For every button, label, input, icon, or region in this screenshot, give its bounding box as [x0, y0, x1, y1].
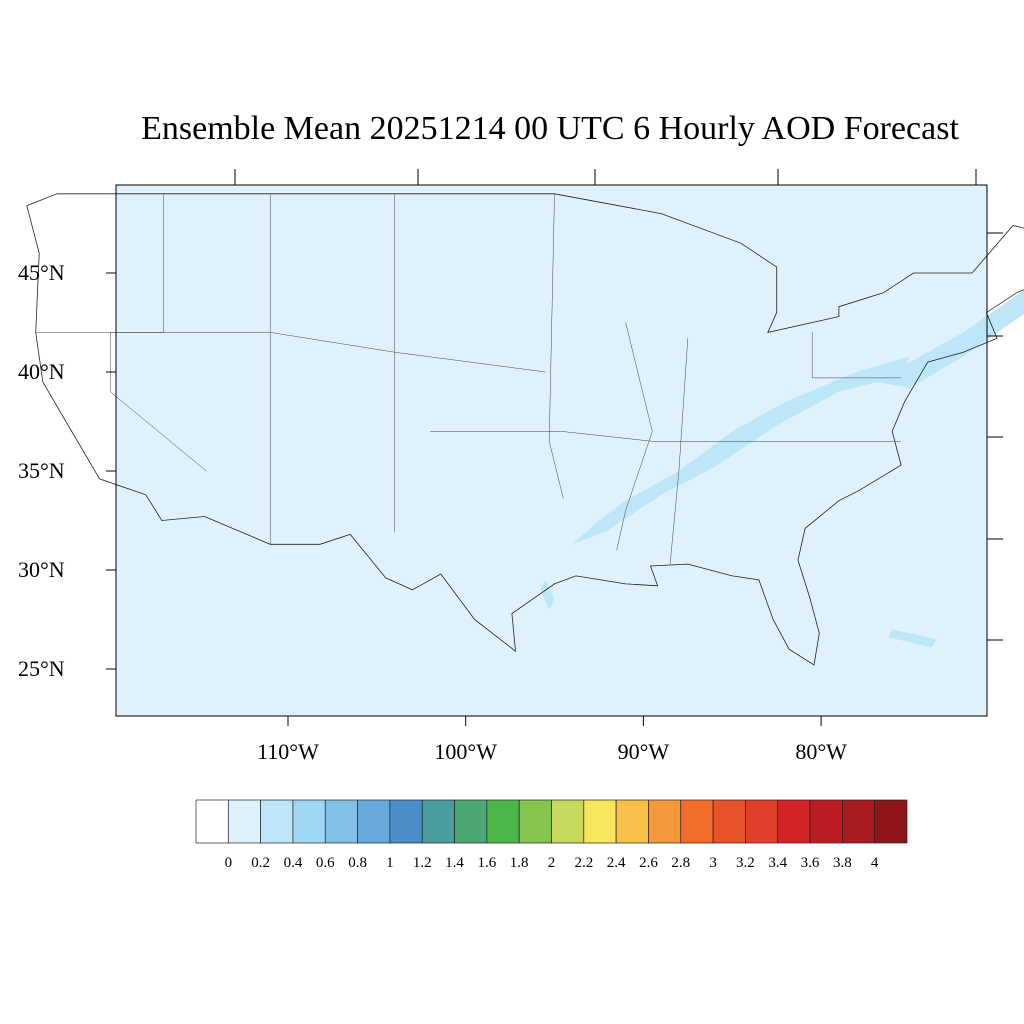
map-title: Ensemble Mean 20251214 00 UTC 6 Hourly A…: [141, 110, 959, 147]
colorbar-label: 4: [870, 855, 879, 871]
colorbar-label: 3.2: [736, 855, 755, 871]
state-border: [35, 332, 546, 373]
colorbar-swatch: [809, 799, 843, 844]
lat-label: 35°N: [18, 458, 65, 483]
aod-plumes: [540, 290, 1024, 648]
coastline: [26, 193, 1024, 666]
colorbar-label: 2: [547, 855, 556, 871]
aod-plume: [540, 579, 555, 610]
colorbar-swatch: [518, 799, 552, 844]
colorbar-label: 1.2: [412, 855, 432, 871]
colorbar-swatch: [842, 799, 876, 844]
lon-label: 110°W: [257, 739, 319, 764]
colorbar-label: 2.2: [574, 855, 594, 871]
axis-ticks: [106, 169, 1003, 726]
colorbar-swatch: [357, 799, 391, 844]
colorbar-label: 0.8: [348, 855, 367, 871]
lon-label: 100°W: [434, 739, 497, 764]
colorbar-swatch: [680, 799, 714, 844]
colorbar-label: 2.4: [606, 855, 626, 871]
colorbar-swatch: [421, 799, 455, 844]
state-border: [430, 431, 902, 442]
colorbar-label: 1.8: [509, 855, 529, 871]
colorbar-label: 0.4: [283, 855, 303, 871]
colorbar-label: 0.2: [251, 855, 270, 871]
colorbar-swatch: [648, 799, 682, 844]
colorbar-label: 3.6: [800, 855, 820, 871]
colorbar-label: 1.4: [445, 855, 464, 871]
colorbar-swatch: [712, 799, 746, 844]
colorbar-label: 1: [386, 855, 394, 871]
colorbar: [195, 799, 908, 844]
state-border: [669, 338, 689, 565]
map-frame: [115, 184, 988, 717]
state-border: [811, 332, 902, 379]
lon-label: 90°W: [617, 739, 670, 764]
colorbar-label: 1.6: [477, 855, 497, 871]
state-border: [616, 322, 653, 551]
colorbar-label: 2.8: [671, 855, 691, 871]
colorbar-label: 0: [224, 855, 233, 871]
colorbar-label: 3.4: [768, 855, 788, 871]
colorbar-swatch: [324, 799, 358, 844]
colorbar-swatch: [260, 799, 294, 844]
aod-plume: [874, 290, 1024, 388]
colorbar-swatch: [227, 799, 261, 844]
colorbar-swatch: [195, 799, 229, 844]
colorbar-swatch: [745, 799, 779, 844]
colorbar-swatch: [777, 799, 811, 844]
lat-label: 40°N: [18, 359, 65, 384]
lon-label: 80°W: [795, 739, 847, 764]
colorbar-swatch: [583, 799, 617, 844]
colorbar-swatch: [292, 799, 326, 844]
aod-plume: [888, 629, 937, 648]
colorbar-label: 2.6: [639, 855, 658, 871]
lat-label: 25°N: [18, 656, 65, 681]
us-outline: [26, 193, 1024, 666]
lat-label: 45°N: [18, 260, 65, 285]
colorbar-swatch: [551, 799, 585, 844]
colorbar-swatch: [486, 799, 520, 844]
lat-label: 30°N: [18, 557, 65, 582]
aod-plume: [572, 356, 910, 545]
colorbar-label: 3.8: [832, 855, 852, 871]
state-border: [548, 193, 564, 499]
colorbar-swatch: [615, 799, 649, 844]
colorbar-label: 3: [709, 855, 717, 871]
colorbar-swatch: [874, 799, 908, 844]
colorbar-swatch: [389, 799, 423, 844]
colorbar-swatch: [454, 799, 488, 844]
colorbar-label: 0.6: [315, 855, 335, 871]
